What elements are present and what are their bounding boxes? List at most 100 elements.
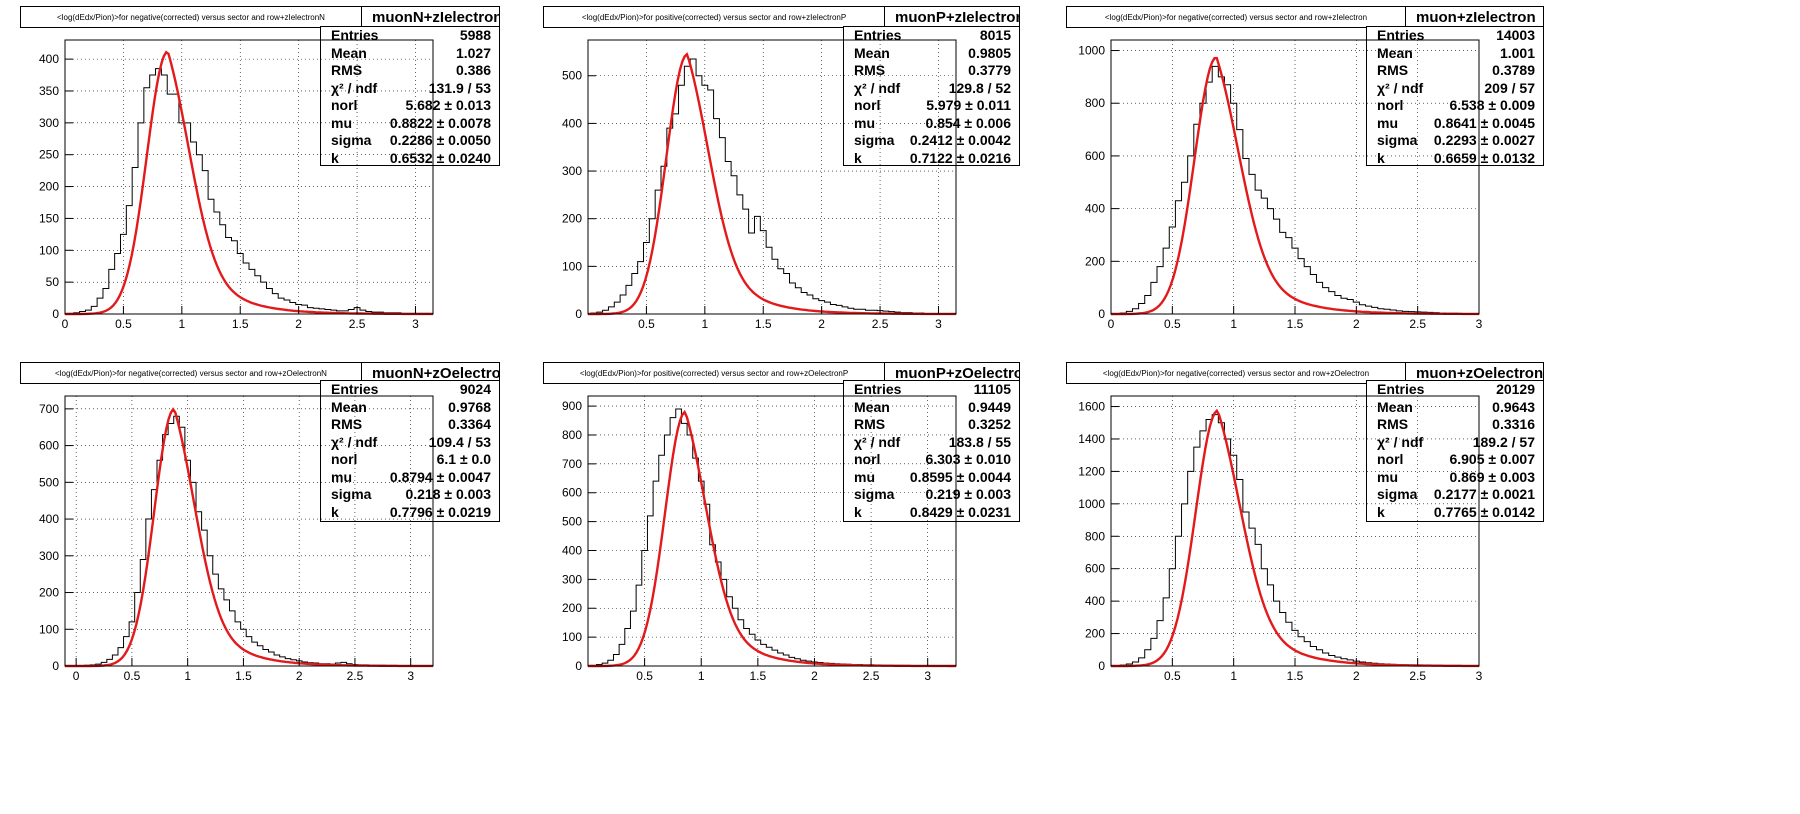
stat-value: 5.979 ± 0.011 — [926, 97, 1011, 113]
y-tick-label: 400 — [39, 512, 59, 526]
stat-value: 0.7122 ± 0.0216 — [909, 149, 1011, 166]
histogram-name: muon+zOelectron — [1406, 362, 1544, 384]
x-tick-label: 1.5 — [1287, 669, 1304, 683]
stat-key: Entries — [331, 27, 379, 43]
y-tick-label: 900 — [562, 399, 582, 413]
stat-key: χ² / ndf — [1377, 433, 1424, 450]
stat-key: Mean — [854, 398, 890, 415]
x-tick-label: 1.5 — [232, 317, 249, 331]
y-tick-label: 150 — [39, 211, 59, 225]
stat-key: χ² / ndf — [854, 79, 901, 96]
y-tick-label: 500 — [39, 475, 59, 489]
stat-value: 0.8822 ± 0.0078 — [389, 114, 491, 131]
fit-curve — [65, 50, 433, 316]
x-tick-label: 0 — [62, 317, 69, 331]
fit-curve — [588, 52, 956, 316]
stat-key: χ² / ndf — [854, 433, 901, 450]
stat-value: 0.9768 — [448, 398, 491, 415]
stat-key: norl — [1377, 97, 1404, 113]
histogram-plot: 0 100 200 300 400 500 0.5 1 1.5 2 2.5 3 — [562, 39, 957, 331]
stat-value: 0.218 ± 0.003 — [405, 486, 491, 502]
stat-value: 0.3789 — [1492, 62, 1535, 78]
stat-value: 6.1 ± 0.0 — [436, 451, 491, 467]
stat-value: 5988 — [459, 27, 491, 43]
histogram-plot: 0 100 200 300 400 500 600 700 0 0.5 1 1.5 2 2.5 3 — [39, 395, 434, 683]
panel-title: <log(dEdx/Pion)>for negative(corrected) … — [1066, 362, 1406, 384]
x-tick-label: 3 — [935, 317, 942, 331]
y-tick-label: 200 — [39, 586, 59, 600]
x-tick-label: 2 — [818, 317, 825, 331]
x-tick-label: 1 — [698, 669, 705, 683]
x-tick-label: 2.5 — [349, 317, 366, 331]
x-tick-label: 0.5 — [124, 669, 141, 683]
y-tick-label: 1000 — [1078, 497, 1105, 511]
plot-frame — [587, 395, 957, 667]
stat-key: Mean — [854, 44, 890, 61]
y-tick-label: 300 — [562, 164, 582, 178]
stat-key: Entries — [331, 381, 379, 397]
x-tick-label: 2.5 — [1409, 317, 1426, 331]
x-tick-label: 2 — [295, 317, 302, 331]
y-tick-label: 500 — [562, 69, 582, 83]
stat-key: Entries — [1377, 27, 1425, 43]
histogram-panel-5: <log(dEdx/Pion)>for positive(corrected) … — [543, 362, 1103, 762]
stat-value: 0.2286 ± 0.0050 — [389, 132, 491, 148]
stat-key: RMS — [331, 416, 363, 432]
stat-key: mu — [854, 114, 875, 131]
stat-value: 0.7765 ± 0.0142 — [1433, 503, 1535, 520]
stat-value: 8015 — [979, 27, 1011, 43]
y-tick-label: 400 — [1085, 594, 1105, 608]
x-tick-label: 1 — [184, 669, 191, 683]
stat-value: 0.3252 — [968, 416, 1011, 432]
stat-value: 209 / 57 — [1484, 79, 1535, 96]
stat-value: 0.219 ± 0.003 — [925, 486, 1011, 502]
x-tick-label: 2 — [1353, 317, 1360, 331]
y-tick-label: 350 — [39, 84, 59, 98]
histogram-line — [67, 68, 431, 314]
y-tick-label: 100 — [562, 259, 582, 273]
stat-key: Mean — [331, 44, 367, 61]
stat-value: 6.303 ± 0.010 — [925, 451, 1011, 467]
x-tick-label: 1 — [1230, 669, 1237, 683]
y-tick-label: 1600 — [1078, 400, 1105, 414]
stat-value: 20129 — [1496, 381, 1535, 397]
y-tick-label: 100 — [39, 243, 59, 257]
stat-value: 0.2177 ± 0.0021 — [1433, 486, 1535, 502]
panel-title: <log(dEdx/Pion)>for positive(corrected) … — [543, 6, 885, 28]
panel-title: <log(dEdx/Pion)>for negative(corrected) … — [20, 6, 362, 28]
stat-value: 0.2293 ± 0.0027 — [1433, 132, 1535, 148]
plot-frame — [64, 395, 434, 667]
stat-key: mu — [331, 468, 352, 485]
stat-key: mu — [1377, 114, 1398, 131]
stats-box: Entries 20129 Mean 0.9643 RMS 0.3316 χ² / n… — [1366, 380, 1544, 522]
y-tick-label: 200 — [1085, 254, 1105, 268]
stat-value: 0.2412 ± 0.0042 — [909, 132, 1011, 148]
y-tick-label: 800 — [1085, 96, 1105, 110]
y-tick-label: 800 — [1085, 529, 1105, 543]
y-tick-label: 300 — [39, 549, 59, 563]
stat-value: 0.854 ± 0.006 — [925, 114, 1011, 131]
histogram-name: muonN+zIelectronN — [362, 6, 500, 28]
x-tick-label: 1 — [1230, 317, 1237, 331]
stats-box: Entries 8015 Mean 0.9805 RMS 0.3779 χ² / nd… — [843, 26, 1020, 166]
stat-key: sigma — [1377, 132, 1418, 148]
stat-value: 0.9449 — [968, 398, 1011, 415]
stat-key: RMS — [331, 62, 363, 78]
stat-key: k — [1377, 503, 1385, 520]
x-tick-label: 1.5 — [1287, 317, 1304, 331]
histogram-plot: 0 200 400 600 800 1000 0 0.5 1 1.5 2 2.5 3 — [1078, 39, 1483, 331]
panel-title: <log(dEdx/Pion)>for positive(corrected) … — [543, 362, 885, 384]
x-tick-label: 3 — [924, 669, 931, 683]
y-tick-label: 800 — [562, 428, 582, 442]
histogram-line — [78, 415, 426, 667]
stat-key: χ² / ndf — [1377, 79, 1424, 96]
stat-key: Entries — [854, 381, 902, 397]
y-tick-label: 50 — [46, 275, 60, 289]
stats-box: Entries 9024 Mean 0.9768 RMS 0.3364 χ² / nd… — [320, 380, 500, 522]
stat-key: norl — [1377, 451, 1404, 467]
stat-key: mu — [331, 114, 352, 131]
y-tick-label: 1200 — [1078, 464, 1105, 478]
y-tick-label: 300 — [562, 572, 582, 586]
y-tick-label: 600 — [562, 486, 582, 500]
